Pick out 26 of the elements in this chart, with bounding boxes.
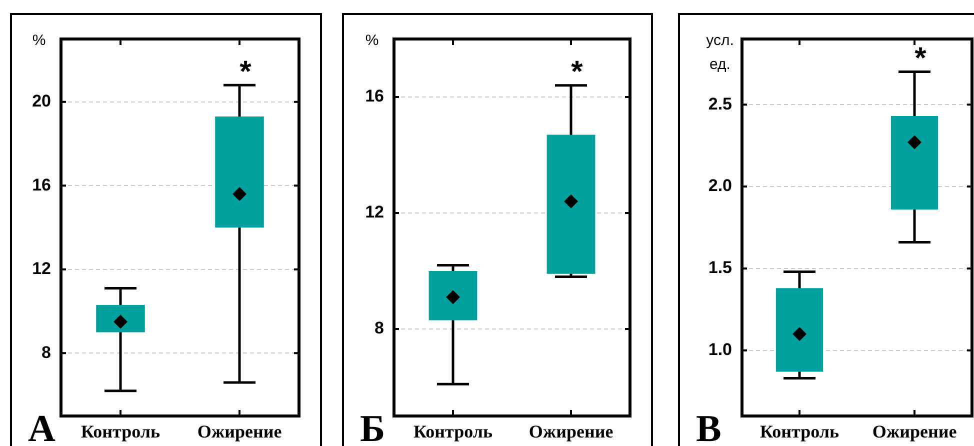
y-tick-label: 8 xyxy=(374,318,384,338)
text: А xyxy=(28,408,56,446)
y-tick-label: 2.5 xyxy=(708,94,732,114)
x-tick-label: Ожирение xyxy=(528,421,614,442)
y-tick-label: 12 xyxy=(365,202,384,222)
y-axis-title: % xyxy=(32,32,46,49)
annotation: * xyxy=(914,42,927,76)
x-tick-label: Контроль xyxy=(414,421,493,442)
y-axis-title: усл. ед. xyxy=(706,32,734,73)
y-tick-label: 16 xyxy=(365,86,384,106)
x-tick-label: Контроль xyxy=(81,421,160,442)
text: В xyxy=(696,408,722,446)
y-tick-label: 16 xyxy=(32,175,51,194)
y-tick-label: 2.0 xyxy=(708,176,732,196)
y-tick-label: 20 xyxy=(32,92,51,111)
text: Б xyxy=(360,408,386,446)
x-tick-label: Ожирение xyxy=(872,421,957,442)
annotation: * xyxy=(240,55,252,88)
y-tick-label: 1.0 xyxy=(708,340,732,360)
annotation: * xyxy=(571,56,584,89)
y-axis-title: % xyxy=(365,32,379,49)
y-tick-label: 1.5 xyxy=(708,258,732,278)
y-tick-label: 12 xyxy=(32,259,51,278)
y-tick-label: 8 xyxy=(42,342,51,362)
x-tick-label: Ожирение xyxy=(197,421,282,442)
x-tick-label: Контроль xyxy=(760,421,840,442)
